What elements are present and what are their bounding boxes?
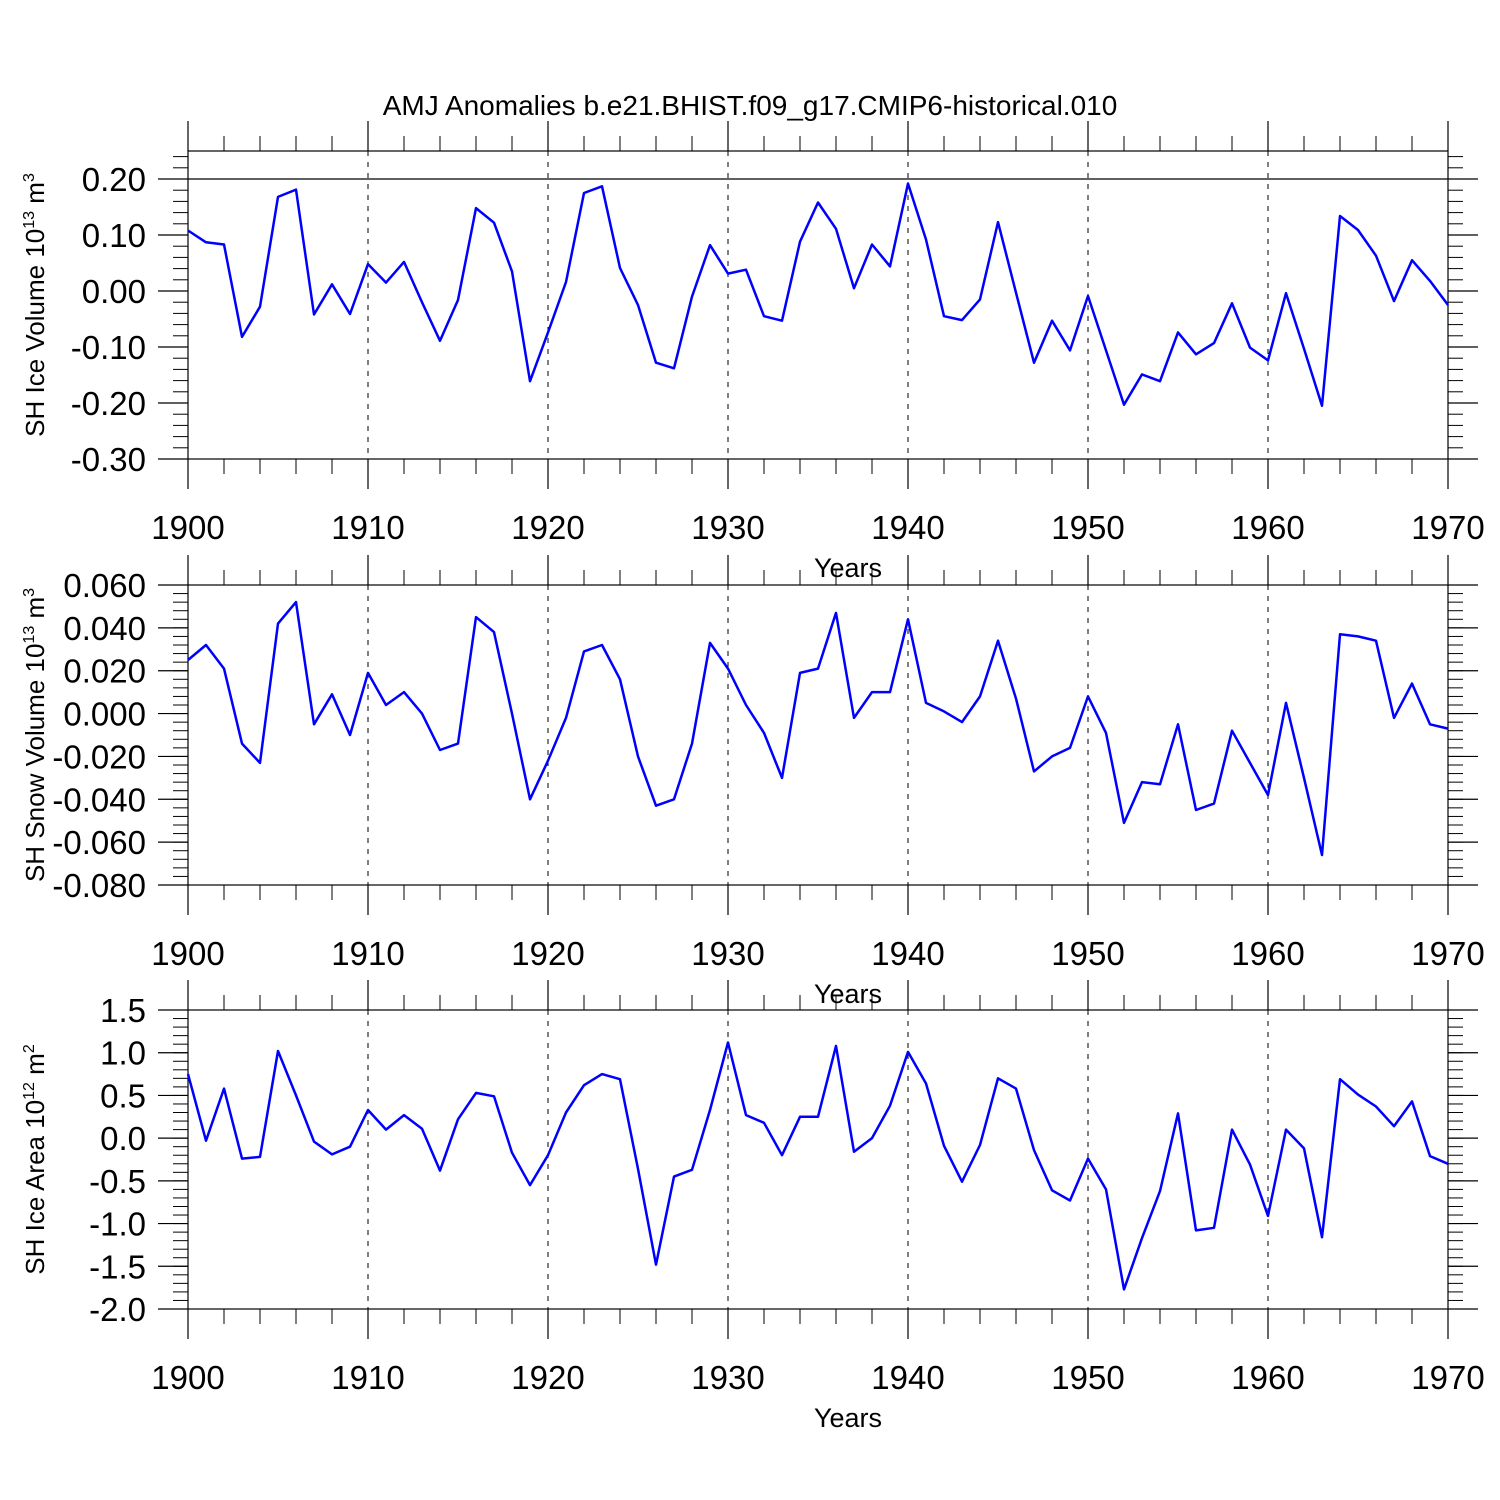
- plot-frame: [187, 1009, 1449, 1310]
- y-tick-label: -0.30: [71, 441, 146, 478]
- chart-panel-3: 1900 1910 1920 1930 1940 1950 1960 1970 1.5 1.0 0.…: [20, 980, 1485, 1433]
- y-axis-label: SH Ice Area 1012 m2: [20, 1044, 50, 1275]
- x-tick-label: 1920: [511, 1359, 584, 1396]
- series-line: [187, 600, 1449, 857]
- x-tick-label: 1950: [1051, 509, 1124, 546]
- chart-panel-2: 1900 1910 1920 1930 1940 1950 1960 1970 0.060 0.0…: [20, 555, 1485, 1009]
- x-tick-label: 1900: [151, 935, 224, 972]
- y-tick-label: -0.040: [52, 781, 146, 818]
- y-tick-label: 0.0: [100, 1120, 146, 1157]
- x-tick-label: 1970: [1411, 509, 1484, 546]
- y-tick-label: 0.040: [63, 610, 146, 647]
- x-tick-label: 1960: [1231, 935, 1304, 972]
- y-tick-label: 0.060: [63, 567, 146, 604]
- y-tick-label: -0.020: [52, 738, 146, 775]
- x-tick-label: 1950: [1051, 935, 1124, 972]
- x-tick-label: 1930: [691, 935, 764, 972]
- chart-panel-1: 1900 1910 1920 1930 1940 1950 1960 1970 0.20 0.10…: [20, 121, 1485, 583]
- x-axis-label: Years: [814, 553, 882, 583]
- x-tick-label: 1940: [871, 935, 944, 972]
- x-tick-label: 1930: [691, 509, 764, 546]
- y-tick-label: -1.0: [89, 1206, 146, 1243]
- chart-title: AMJ Anomalies b.e21.BHIST.f09_g17.CMIP6-…: [383, 90, 1118, 121]
- y-tick-label: -0.080: [52, 867, 146, 904]
- x-tick-label: 1910: [331, 1359, 404, 1396]
- x-tick-label: 1970: [1411, 1359, 1484, 1396]
- x-tick-label: 1930: [691, 1359, 764, 1396]
- y-tick-label: 0.20: [82, 161, 146, 198]
- y-tick-label: -0.060: [52, 824, 146, 861]
- y-tick-label: -0.10: [71, 329, 146, 366]
- y-tick-label: -0.20: [71, 385, 146, 422]
- y-tick-label: 1.5: [100, 992, 146, 1029]
- x-axis-label: Years: [814, 979, 882, 1009]
- x-tick-label: 1910: [331, 935, 404, 972]
- x-tick-label: 1900: [151, 1359, 224, 1396]
- y-axis-label: SH Ice Volume 1013 m3: [20, 173, 50, 437]
- plot-frame: [187, 150, 1449, 460]
- x-tick-label: 1920: [511, 509, 584, 546]
- x-tick-label: 1900: [151, 509, 224, 546]
- x-tick-label: 1960: [1231, 1359, 1304, 1396]
- x-tick-label: 1950: [1051, 1359, 1124, 1396]
- series-line: [187, 182, 1450, 408]
- x-tick-label: 1960: [1231, 509, 1304, 546]
- y-tick-label: 0.000: [63, 696, 146, 733]
- x-tick-label: 1940: [871, 509, 944, 546]
- y-tick-label: 1.0: [100, 1035, 146, 1072]
- x-tick-label: 1940: [871, 1359, 944, 1396]
- y-tick-label: 0.020: [63, 653, 146, 690]
- x-tick-label: 1920: [511, 935, 584, 972]
- y-tick-label: 0.10: [82, 217, 146, 254]
- plot-frame: [187, 584, 1449, 886]
- y-axis-label: SH Snow Volume 1013 m3: [20, 588, 50, 882]
- y-tick-label: -0.5: [89, 1163, 146, 1200]
- x-tick-label: 1970: [1411, 935, 1484, 972]
- series-line: [186, 1041, 1449, 1291]
- y-tick-label: -1.5: [89, 1248, 146, 1285]
- x-axis-label: Years: [814, 1403, 882, 1433]
- x-tick-label: 1910: [331, 509, 404, 546]
- y-tick-label: -2.0: [89, 1291, 146, 1328]
- y-tick-label: 0.00: [82, 273, 146, 310]
- y-tick-label: 0.5: [100, 1077, 146, 1114]
